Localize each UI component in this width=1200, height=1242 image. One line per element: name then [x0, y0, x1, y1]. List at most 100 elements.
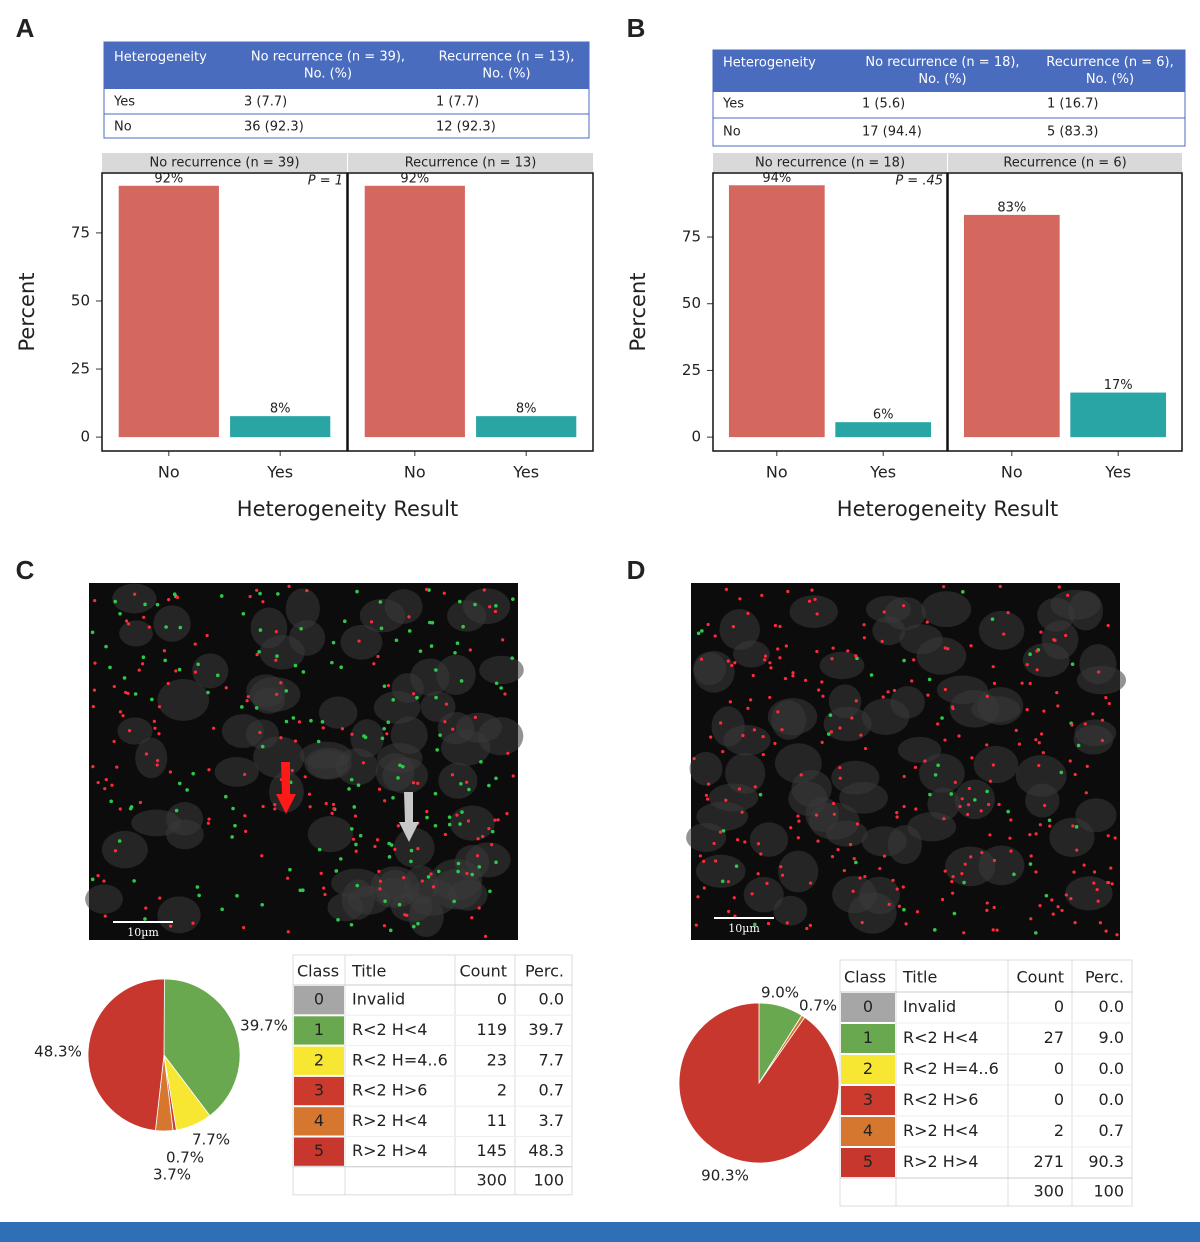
red-signal: [813, 597, 817, 601]
red-signal: [476, 837, 480, 841]
red-signal: [692, 756, 696, 761]
red-signal: [910, 679, 914, 683]
green-signal: [128, 806, 133, 811]
red-signal: [799, 773, 803, 777]
red-signal: [943, 687, 947, 692]
class-swatch: [841, 1024, 895, 1053]
red-signal: [860, 920, 864, 925]
red-signal: [763, 658, 767, 662]
red-signal: [914, 807, 918, 811]
green-signal: [330, 660, 334, 665]
red-signal: [482, 588, 486, 592]
pie-label: 3.7%: [153, 1166, 191, 1184]
green-signal: [391, 698, 396, 702]
red-signal: [322, 886, 326, 890]
table-cell: R<2 H>6: [903, 1090, 978, 1109]
red-signal: [377, 787, 382, 791]
nucleus: [819, 651, 865, 680]
red-signal: [1035, 668, 1039, 672]
red-signal: [862, 636, 866, 640]
green-signal: [397, 902, 402, 907]
green-signal: [429, 644, 434, 648]
red-signal: [505, 812, 509, 816]
red-signal: [850, 716, 854, 720]
y-tick-label: 50: [71, 291, 90, 309]
red-signal: [1039, 630, 1043, 634]
red-signal: [1025, 707, 1029, 712]
red-signal: [902, 604, 906, 608]
red-signal: [287, 584, 291, 588]
red-signal: [103, 787, 107, 791]
red-signal: [969, 855, 973, 859]
green-signal: [118, 611, 122, 616]
red-signal: [1100, 718, 1105, 722]
table-header: Count: [1016, 968, 1064, 987]
red-signal: [832, 801, 836, 806]
nucleus: [773, 895, 808, 926]
green-signal: [195, 885, 200, 889]
green-signal: [378, 600, 383, 604]
red-signal: [991, 763, 995, 767]
red-signal: [773, 741, 777, 746]
red-signal: [963, 862, 967, 866]
panel-label: B: [627, 13, 646, 43]
red-signal: [851, 889, 855, 893]
table-header: No. (%): [304, 67, 352, 82]
p-value: P = 1: [308, 174, 343, 189]
pie-label: 9.0%: [761, 984, 799, 1002]
red-signal: [118, 807, 122, 811]
red-signal: [750, 892, 754, 896]
green-signal: [720, 879, 725, 884]
nucleus: [436, 654, 476, 696]
table-header: Perc.: [525, 962, 564, 981]
red-signal: [274, 658, 278, 662]
red-signal: [138, 800, 143, 805]
red-signal: [403, 913, 407, 917]
green-signal: [109, 799, 113, 804]
red-signal: [92, 688, 97, 692]
red-signal: [361, 761, 365, 765]
green-signal: [434, 668, 438, 672]
y-tick-label: 25: [71, 360, 90, 378]
green-signal: [396, 776, 400, 780]
green-signal: [1012, 872, 1016, 877]
red-signal: [124, 690, 128, 695]
green-signal: [386, 720, 391, 724]
green-signal: [902, 658, 906, 663]
table-cell: 3: [314, 1081, 324, 1100]
facet-border: [712, 172, 948, 452]
red-signal: [127, 729, 132, 733]
y-axis-label: Percent: [15, 272, 39, 351]
red-signal: [275, 692, 279, 696]
red-signal: [1056, 905, 1060, 909]
red-signal: [698, 854, 702, 858]
nucleus: [166, 802, 204, 836]
class-swatch: [294, 1137, 344, 1166]
table-cell: 48.3: [528, 1141, 564, 1160]
green-signal: [1047, 818, 1052, 823]
red-signal: [727, 909, 731, 914]
table-cell: R<2 H=4..6: [903, 1059, 999, 1078]
red-signal: [732, 896, 736, 900]
red-signal: [953, 780, 957, 784]
nucleus: [789, 595, 838, 628]
green-signal: [511, 597, 515, 601]
pie-slice: [678, 1002, 840, 1164]
nucleus: [157, 896, 201, 934]
red-signal: [373, 844, 377, 849]
red-signal: [386, 683, 391, 688]
red-signal: [749, 698, 753, 702]
red-signal: [1034, 832, 1038, 836]
green-signal: [291, 716, 296, 720]
table-cell: 5: [863, 1152, 873, 1171]
red-signal: [791, 671, 795, 675]
red-signal: [967, 786, 971, 791]
green-signal: [223, 794, 228, 799]
y-tick-label: 0: [80, 428, 90, 446]
red-signal: [303, 775, 307, 779]
total-count: 300: [476, 1170, 507, 1189]
green-signal: [301, 888, 305, 893]
nucleus: [696, 854, 746, 888]
red-signal: [496, 818, 500, 822]
red-signal: [912, 658, 916, 662]
